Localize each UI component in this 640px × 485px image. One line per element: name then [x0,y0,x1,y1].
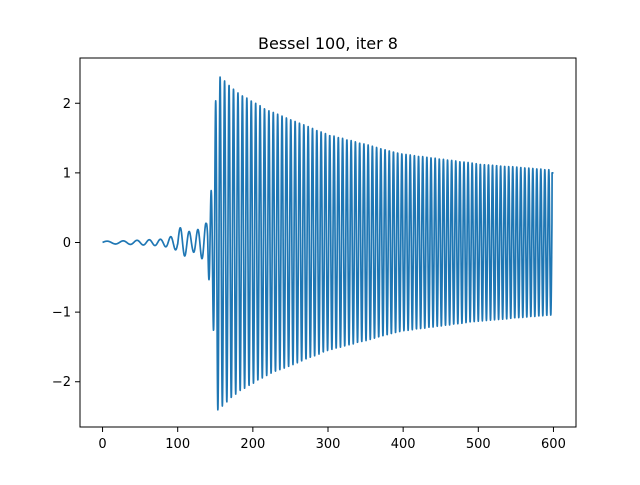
chart-title: Bessel 100, iter 8 [258,34,398,53]
x-tick-label: 200 [240,437,265,452]
x-tick-label: 500 [466,437,491,452]
x-tick-label: 300 [316,437,341,452]
y-tick-label: −2 [52,375,71,390]
y-tick-label: 1 [63,166,71,181]
x-tick-label: 0 [98,437,106,452]
series-layer [101,76,555,411]
y-tick-label: 2 [63,97,71,112]
y-axis: −2 −1 0 1 2 [52,97,80,390]
series-line-0 [101,76,555,411]
y-tick-label: −1 [52,306,71,321]
x-tick-label: 100 [165,437,190,452]
x-axis: 0 100 200 300 400 500 600 [98,427,566,452]
x-tick-label: 400 [391,437,416,452]
x-tick-label: 600 [541,437,566,452]
y-tick-label: 0 [63,236,71,251]
